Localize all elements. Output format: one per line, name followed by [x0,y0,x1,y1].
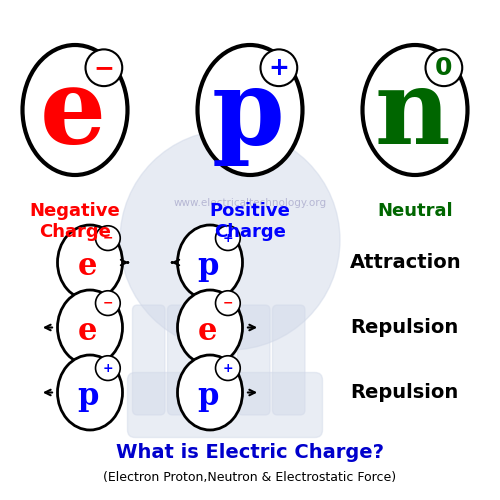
FancyBboxPatch shape [168,305,200,415]
Text: Repulsion: Repulsion [350,318,458,337]
Text: Repulsion: Repulsion [350,383,458,402]
Text: www.electricaltechnology.org: www.electricaltechnology.org [174,198,326,207]
Text: e: e [40,64,106,166]
Ellipse shape [58,290,122,365]
Text: e: e [78,251,97,282]
FancyBboxPatch shape [132,305,165,415]
Text: e: e [78,316,97,347]
Text: Positive
Charge: Positive Charge [210,202,290,241]
Text: p: p [77,381,98,412]
Text: +: + [222,232,233,244]
Ellipse shape [22,45,128,175]
Ellipse shape [198,45,302,175]
Ellipse shape [178,290,242,365]
Text: 0: 0 [435,56,452,80]
Text: (Electron Proton,Neutron & Electrostatic Force): (Electron Proton,Neutron & Electrostatic… [104,471,397,484]
Text: n: n [374,64,450,166]
Text: +: + [222,362,233,374]
Text: What is Electric Charge?: What is Electric Charge? [116,443,384,462]
FancyBboxPatch shape [202,305,235,415]
Circle shape [96,226,120,250]
Circle shape [96,356,120,380]
Ellipse shape [178,225,242,300]
Text: Negative
Charge: Negative Charge [30,202,120,241]
Text: +: + [268,56,289,80]
Text: p: p [211,64,284,166]
Text: p: p [197,251,218,282]
Circle shape [86,50,122,86]
FancyBboxPatch shape [128,372,322,438]
Circle shape [216,291,240,316]
Circle shape [96,291,120,316]
Ellipse shape [178,355,242,430]
Ellipse shape [58,355,122,430]
Circle shape [260,50,297,86]
Text: p: p [197,381,218,412]
FancyBboxPatch shape [238,305,270,415]
Ellipse shape [362,45,468,175]
Circle shape [216,226,240,250]
Text: Attraction: Attraction [350,253,462,272]
Text: Neutral: Neutral [377,202,453,220]
Text: −: − [102,232,113,244]
Circle shape [216,356,240,380]
Circle shape [120,130,340,350]
Circle shape [426,50,462,86]
Text: e: e [198,316,217,347]
Text: −: − [102,296,113,310]
Ellipse shape [58,225,122,300]
Text: −: − [222,296,233,310]
Text: −: − [94,56,114,80]
Text: +: + [102,362,113,374]
FancyBboxPatch shape [272,305,305,415]
